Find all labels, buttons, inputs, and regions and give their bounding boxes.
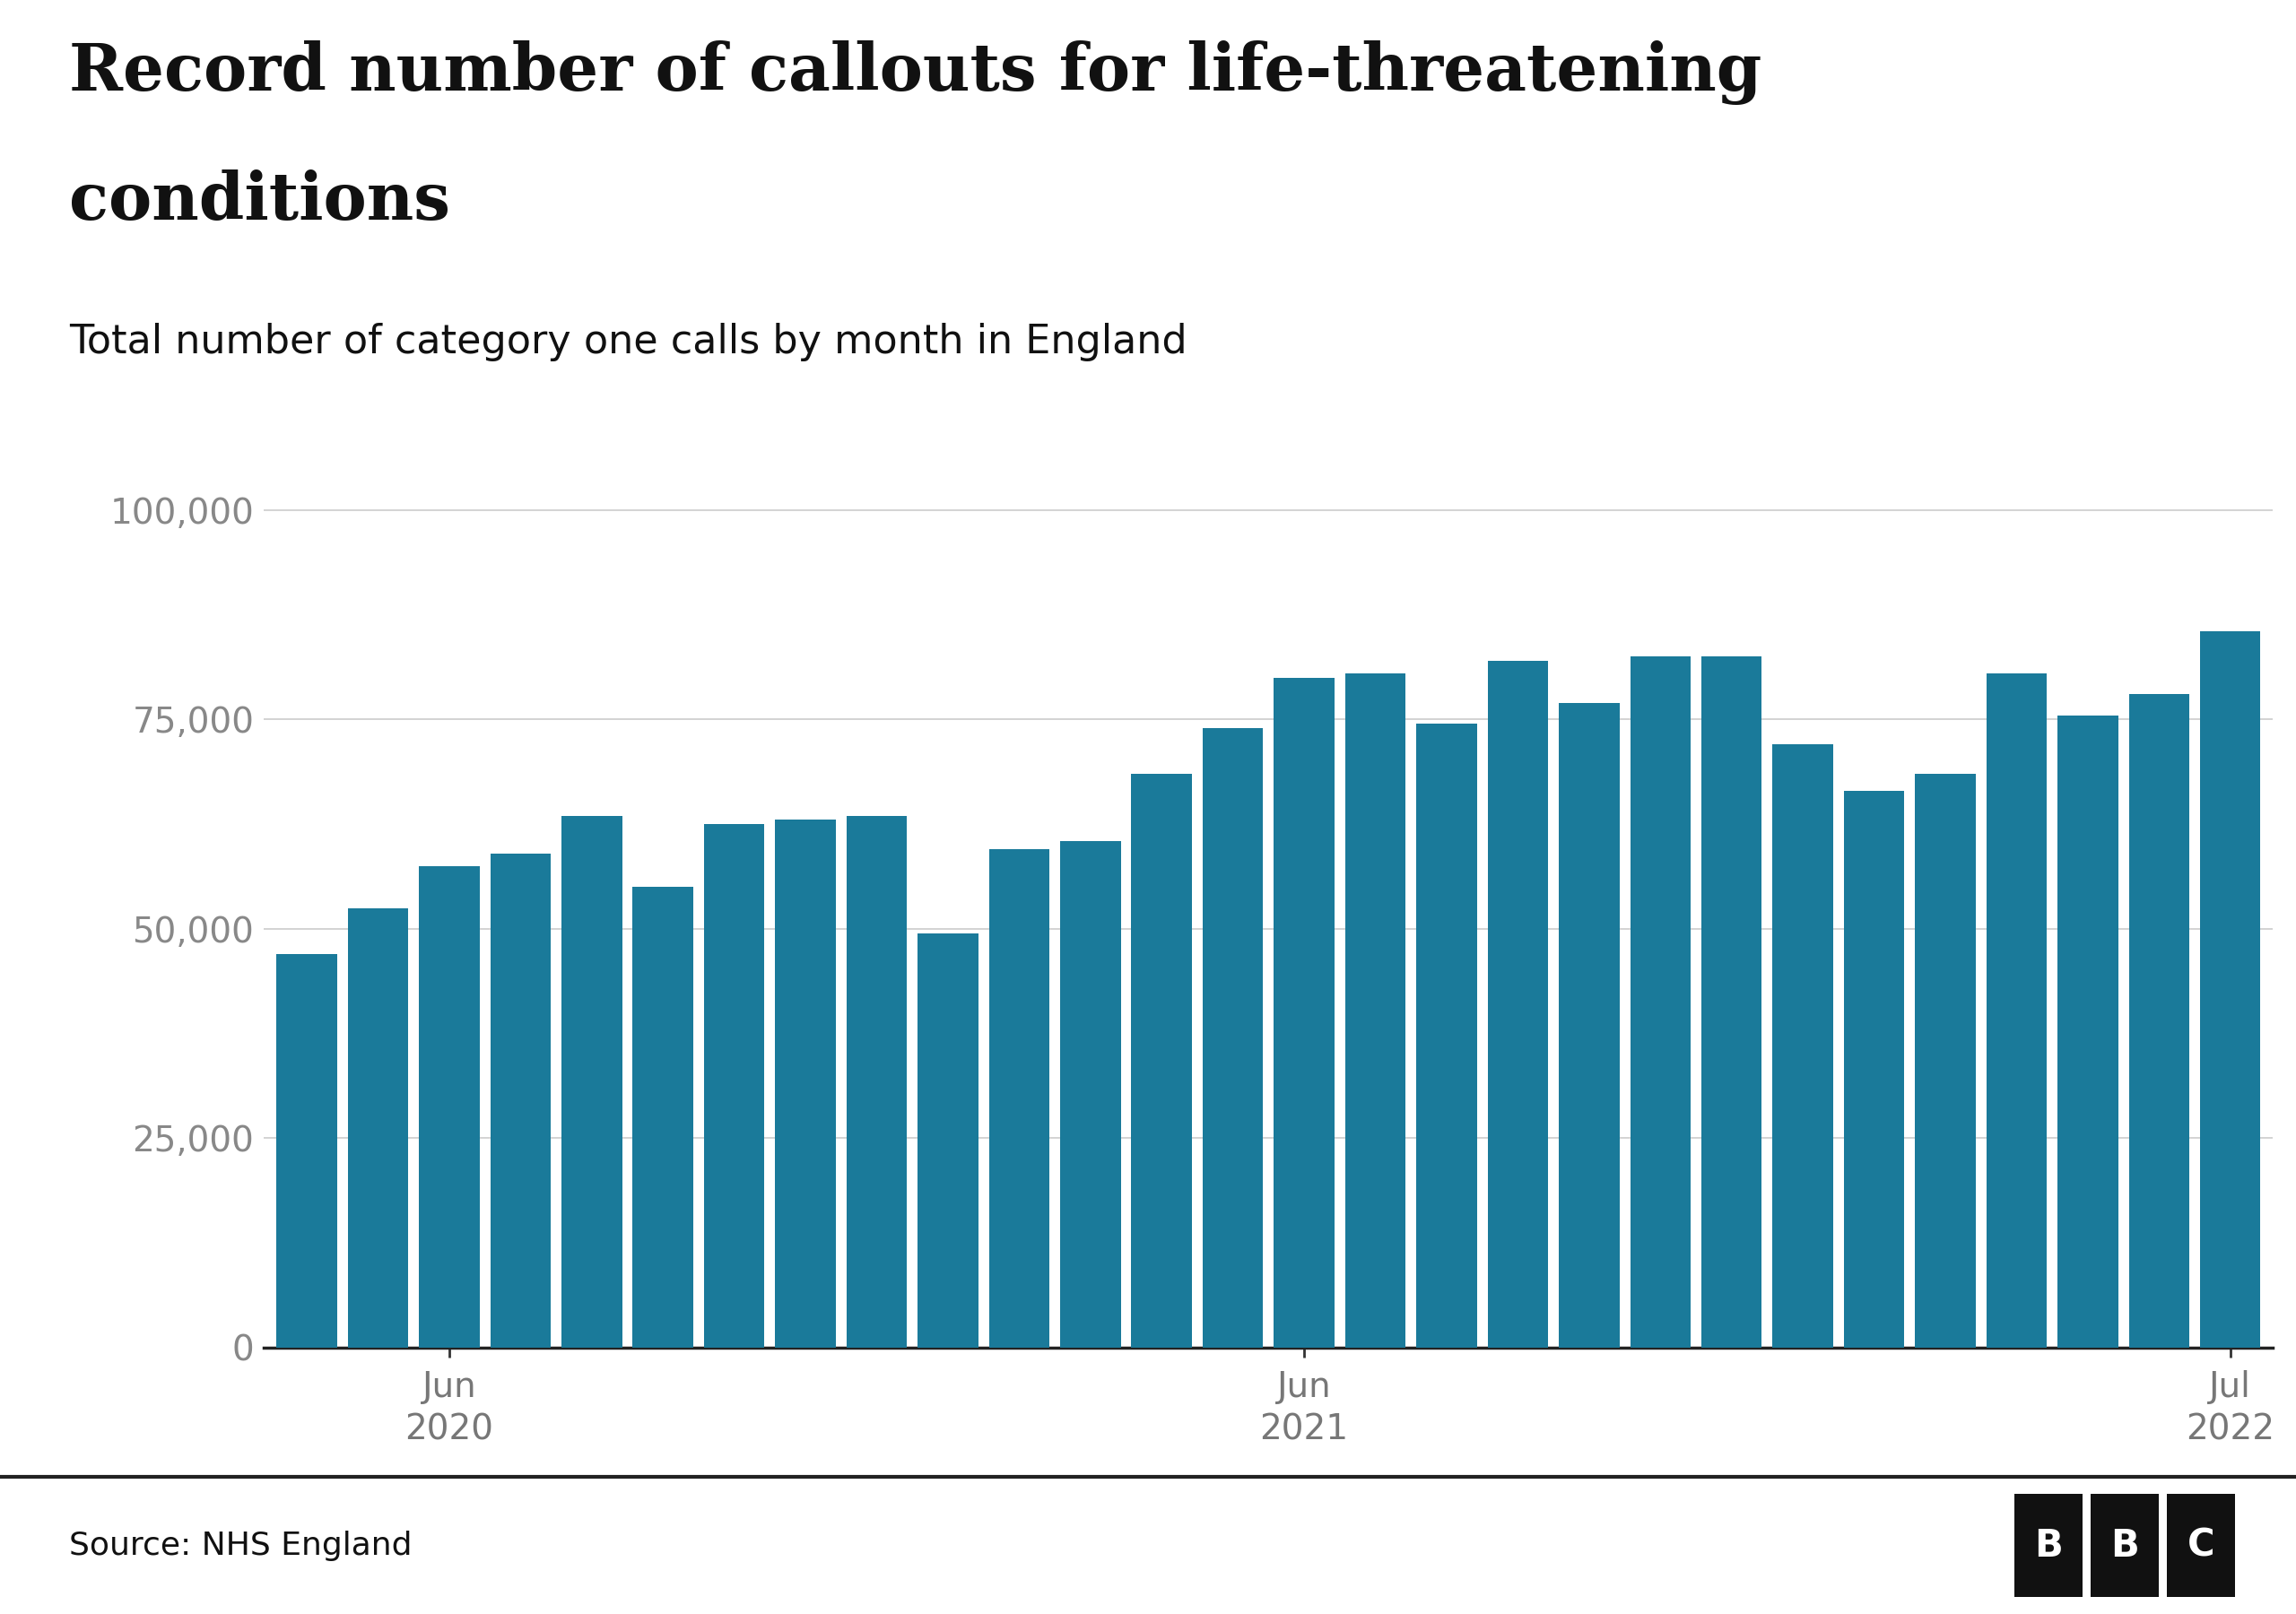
Text: B: B [2034, 1527, 2062, 1564]
Text: conditions: conditions [69, 169, 450, 232]
Bar [705, 825, 765, 1348]
Bar [276, 954, 338, 1348]
Bar [776, 820, 836, 1348]
Bar [847, 815, 907, 1348]
Bar [2128, 694, 2190, 1348]
Bar [1630, 657, 1690, 1348]
Text: Total number of category one calls by month in England: Total number of category one calls by mo… [69, 323, 1187, 362]
Bar [1132, 773, 1192, 1348]
FancyBboxPatch shape [2092, 1493, 2158, 1598]
Bar [1915, 773, 1975, 1348]
Text: B: B [2110, 1527, 2140, 1564]
Bar [563, 815, 622, 1348]
Bar [1844, 791, 1903, 1348]
Bar [990, 849, 1049, 1348]
Bar [1345, 673, 1405, 1348]
Bar [1986, 673, 2046, 1348]
Bar [2200, 631, 2262, 1348]
Text: Record number of callouts for life-threatening: Record number of callouts for life-threa… [69, 40, 1761, 105]
Bar [634, 888, 693, 1348]
FancyBboxPatch shape [2014, 1493, 2082, 1598]
Bar [2057, 715, 2119, 1348]
Bar [418, 867, 480, 1348]
Bar [1701, 657, 1761, 1348]
Bar [918, 933, 978, 1348]
Bar [1274, 678, 1334, 1348]
Bar [491, 854, 551, 1348]
Bar [347, 907, 409, 1348]
FancyBboxPatch shape [2167, 1493, 2234, 1598]
Text: C: C [2188, 1527, 2216, 1564]
Bar [1203, 728, 1263, 1348]
Bar [1559, 702, 1619, 1348]
Bar [1773, 744, 1832, 1348]
Bar [1061, 841, 1120, 1348]
Text: Source: NHS England: Source: NHS England [69, 1532, 411, 1561]
Bar [1488, 660, 1548, 1348]
Bar [1417, 723, 1476, 1348]
